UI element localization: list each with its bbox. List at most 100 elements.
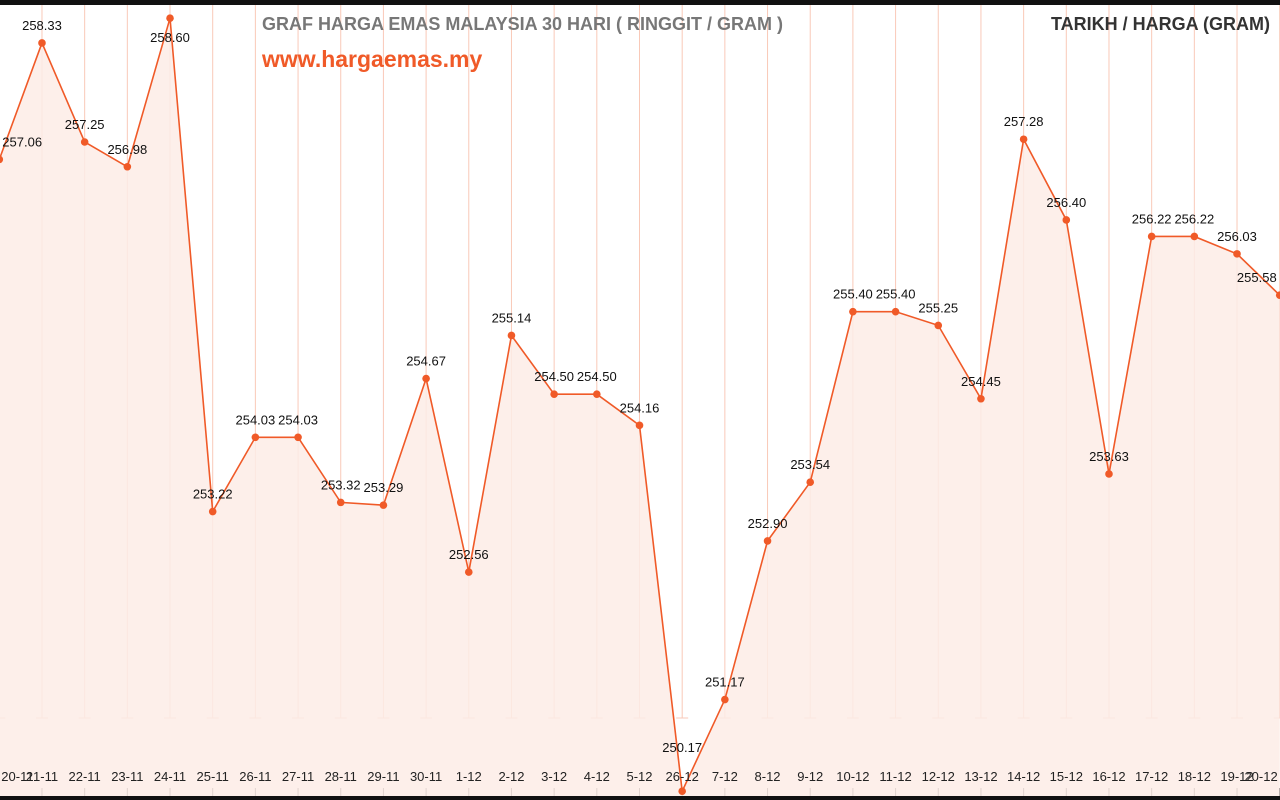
data-label: 254.67 <box>406 354 446 369</box>
x-tick-label: 17-12 <box>1135 769 1168 784</box>
data-label: 253.32 <box>321 477 361 492</box>
x-tick-label: 10-12 <box>836 769 869 784</box>
x-tick-label: 20-12 <box>1244 769 1277 784</box>
data-point <box>1233 250 1241 258</box>
x-tick-label: 26-12 <box>666 769 699 784</box>
data-point <box>208 507 217 516</box>
data-point <box>123 162 132 171</box>
chart-title: GRAF HARGA EMAS MALAYSIA 30 HARI ( RINGG… <box>262 14 784 34</box>
x-tick-label: 3-12 <box>541 769 567 784</box>
data-point <box>507 331 516 340</box>
data-point <box>806 478 815 487</box>
x-tick-label: 22-11 <box>69 769 101 784</box>
data-point <box>422 374 430 383</box>
x-tick-label: 16-12 <box>1092 769 1125 784</box>
data-point <box>0 155 4 164</box>
data-point <box>294 433 302 442</box>
data-point <box>763 537 772 545</box>
data-point <box>1275 291 1280 299</box>
data-point <box>849 307 857 316</box>
x-tick-label: 26-11 <box>239 769 271 784</box>
top-bar <box>0 0 1280 5</box>
x-tick-label: 5-12 <box>626 769 652 784</box>
data-label: 255.40 <box>833 287 873 302</box>
x-tick-label: 19-12 <box>1220 769 1253 784</box>
data-point <box>1105 470 1113 478</box>
data-point <box>166 14 174 23</box>
x-tick-label: 2-12 <box>498 769 524 784</box>
data-label: 255.58 <box>1237 270 1277 285</box>
x-tick-label: 11-12 <box>879 769 911 784</box>
data-point <box>1019 135 1028 144</box>
data-label: 257.25 <box>65 117 105 132</box>
x-tick-label: 29-11 <box>367 769 399 784</box>
x-tick-label: 9-12 <box>797 769 823 784</box>
x-tick-label: 23-11 <box>111 769 143 784</box>
data-label: 256.22 <box>1132 211 1172 226</box>
data-point <box>38 39 46 47</box>
bottom-bar <box>0 796 1280 800</box>
data-label: 250.17 <box>662 740 702 755</box>
data-label: 256.22 <box>1174 211 1214 226</box>
x-tick-label: 7-12 <box>712 769 738 784</box>
data-label: 254.50 <box>577 369 617 384</box>
data-label: 258.60 <box>150 30 190 45</box>
x-tick-label: 14-12 <box>1007 769 1040 784</box>
data-point <box>593 390 601 398</box>
data-point <box>251 433 260 442</box>
data-label: 254.16 <box>620 400 660 415</box>
x-tick-label: 25-11 <box>197 769 229 784</box>
x-tick-label: 13-12 <box>964 769 997 784</box>
x-tick-label: 28-11 <box>325 769 357 784</box>
data-label: 254.03 <box>278 412 318 427</box>
data-label: 256.40 <box>1046 195 1086 210</box>
x-tick-label: 8-12 <box>755 769 781 784</box>
x-tick-label: 30-11 <box>410 769 442 784</box>
data-label: 251.17 <box>705 675 745 690</box>
data-point <box>464 568 473 576</box>
data-label: 254.50 <box>534 369 574 384</box>
x-tick-label: 1-12 <box>456 769 482 784</box>
data-label: 254.45 <box>961 374 1001 389</box>
data-point <box>550 390 558 398</box>
data-label: 255.14 <box>492 310 532 325</box>
legend-label: TARIKH / HARGA (GRAM) <box>1051 14 1270 34</box>
data-label: 253.54 <box>790 457 830 472</box>
data-label: 255.40 <box>876 287 916 302</box>
area-fill <box>0 18 1280 800</box>
data-point <box>678 787 686 796</box>
data-label: 255.25 <box>918 300 958 315</box>
data-label: 254.03 <box>235 412 275 427</box>
data-point <box>977 394 985 403</box>
data-label: 252.56 <box>449 547 489 562</box>
data-point <box>1147 232 1156 241</box>
data-label: 252.90 <box>748 516 788 531</box>
x-tick-label: 12-12 <box>922 769 955 784</box>
x-tick-label: 20-11 <box>1 769 33 784</box>
data-point <box>635 421 644 430</box>
x-tick-label: 27-11 <box>282 769 314 784</box>
data-label: 257.28 <box>1004 114 1044 129</box>
data-point <box>1062 216 1071 224</box>
data-label: 257.06 <box>2 134 42 149</box>
data-label: 256.98 <box>107 142 147 157</box>
data-point <box>1190 232 1199 241</box>
site-url[interactable]: www.hargaemas.my <box>262 46 483 72</box>
data-point <box>721 695 729 704</box>
data-label: 256.03 <box>1217 229 1257 244</box>
data-point <box>379 501 388 509</box>
x-tick-label: 24-11 <box>154 769 186 784</box>
data-point <box>336 498 345 507</box>
data-point <box>891 307 900 316</box>
data-point <box>934 321 943 330</box>
x-tick-label: 15-12 <box>1050 769 1083 784</box>
data-point <box>80 138 89 146</box>
x-tick-label: 21-11 <box>26 769 58 784</box>
data-label: 253.22 <box>193 487 233 502</box>
data-label: 253.29 <box>364 480 404 495</box>
data-label: 258.33 <box>22 18 62 33</box>
x-tick-label: 4-12 <box>584 769 610 784</box>
data-label: 253.63 <box>1089 449 1129 464</box>
x-tick-label: 18-12 <box>1178 769 1211 784</box>
